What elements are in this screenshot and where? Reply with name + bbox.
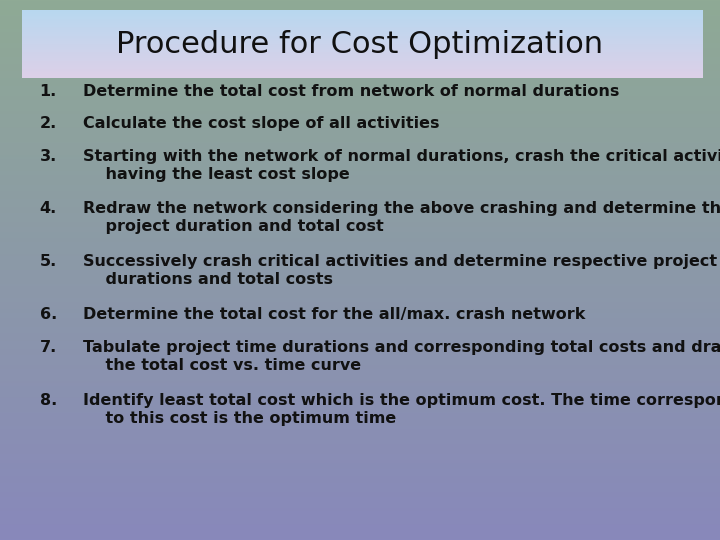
Text: 1.: 1. [40, 84, 57, 99]
Text: 3.: 3. [40, 148, 57, 164]
Text: 7.: 7. [40, 340, 57, 355]
Text: 8.: 8. [40, 393, 57, 408]
Text: Starting with the network of normal durations, crash the critical activity
    h: Starting with the network of normal dura… [83, 148, 720, 181]
Text: Tabulate project time durations and corresponding total costs and draw
    the t: Tabulate project time durations and corr… [83, 340, 720, 373]
Text: Identify least total cost which is the optimum cost. The time corresponding
    : Identify least total cost which is the o… [83, 393, 720, 426]
Text: Determine the total cost for the all/max. crash network: Determine the total cost for the all/max… [83, 307, 585, 322]
Text: Determine the total cost from network of normal durations: Determine the total cost from network of… [83, 84, 619, 99]
Text: 4.: 4. [40, 201, 57, 217]
Text: Procedure for Cost Optimization: Procedure for Cost Optimization [117, 30, 603, 59]
Text: Redraw the network considering the above crashing and determine the
    project : Redraw the network considering the above… [83, 201, 720, 234]
Text: Calculate the cost slope of all activities: Calculate the cost slope of all activiti… [83, 116, 439, 131]
Text: Successively crash critical activities and determine respective project time
   : Successively crash critical activities a… [83, 254, 720, 287]
Text: 2.: 2. [40, 116, 57, 131]
Text: 6.: 6. [40, 307, 57, 322]
Text: 5.: 5. [40, 254, 57, 269]
